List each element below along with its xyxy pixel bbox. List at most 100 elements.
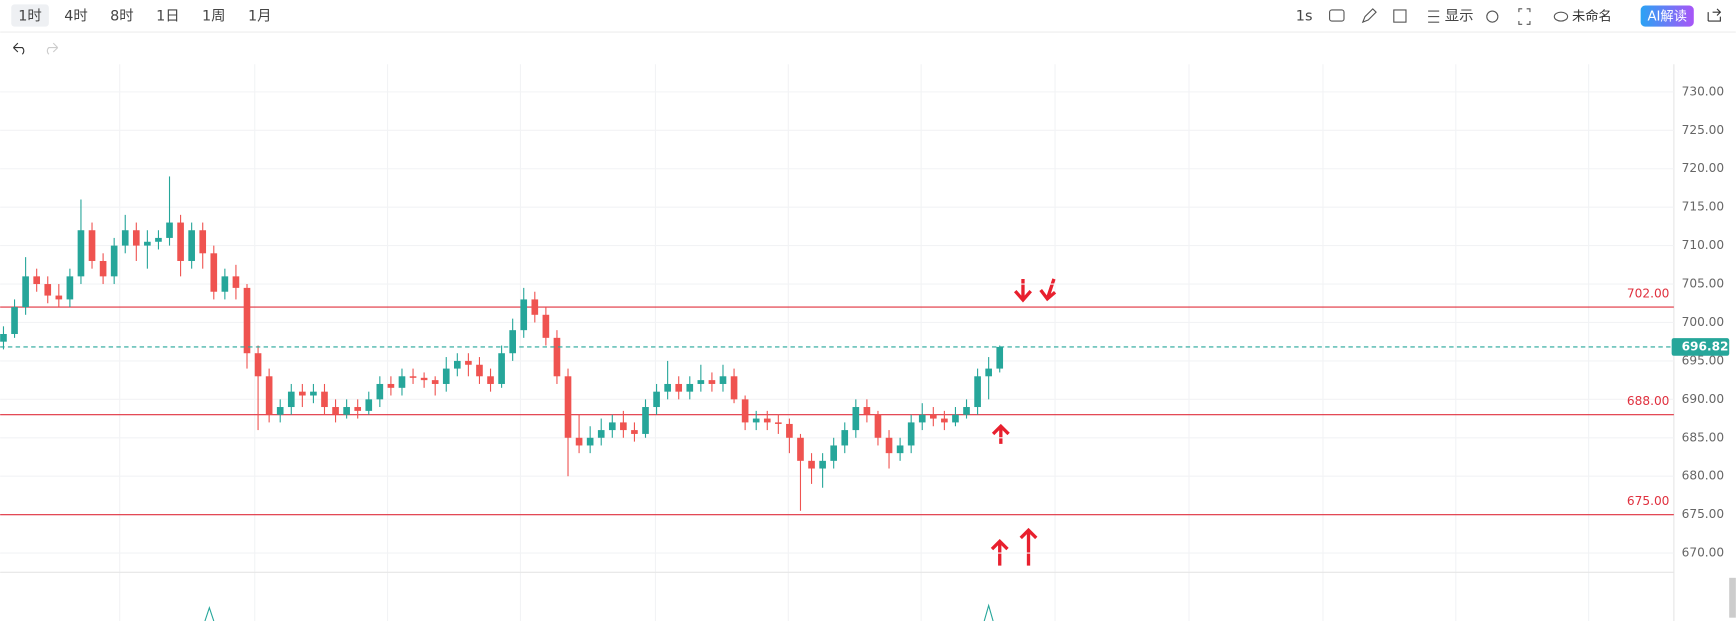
share-icon[interactable] (1707, 8, 1722, 22)
candle-body (44, 284, 52, 296)
candle-body (88, 230, 96, 261)
candle-body (121, 230, 129, 246)
candle-body (498, 353, 505, 384)
candle-body (310, 391, 317, 396)
candle-body (918, 414, 926, 423)
arrows (990, 278, 1057, 566)
last-price-box (1671, 338, 1730, 356)
volume-spike (204, 603, 994, 622)
candle-body (885, 437, 893, 454)
y-tick-label: 695.00 (1682, 353, 1725, 367)
candle-body (763, 418, 771, 423)
last-price-label: 696.82 (1682, 339, 1729, 353)
candle-body (542, 314, 550, 338)
candle-body (476, 364, 483, 377)
candle-body (110, 245, 118, 277)
candle-body (952, 414, 959, 423)
candle-body (177, 222, 184, 261)
candle-body (132, 230, 140, 246)
candle-body (243, 287, 251, 354)
interval[interactable]: 8时 (110, 8, 134, 25)
level-label: 702.00 (1627, 286, 1670, 300)
candle-body (0, 334, 7, 342)
candle-body (431, 380, 439, 384)
toolbar: 1s 显示 未命名 AI解读 (0, 4, 1736, 55)
candle-body (376, 383, 384, 400)
candle-body (232, 276, 240, 288)
candle-body (874, 414, 882, 438)
level-label: 688.00 (1627, 394, 1670, 408)
layout-name[interactable]: 未命名 (1572, 8, 1612, 25)
ai-button[interactable] (1640, 5, 1694, 27)
candle-body (896, 445, 904, 454)
candle-body (265, 376, 273, 415)
undo-icon[interactable] (13, 42, 25, 55)
interval[interactable]: 1月 (248, 9, 272, 25)
candle-body (575, 437, 583, 446)
candle-body (830, 445, 838, 461)
candle-body (465, 360, 472, 365)
candle-body (77, 230, 85, 277)
candle-body (520, 299, 528, 331)
candle-body (797, 437, 804, 461)
candle-body (365, 399, 373, 411)
y-tick-label: 675.00 (1682, 507, 1725, 521)
candle-body (99, 260, 107, 277)
candle-body (996, 346, 1004, 369)
candle-body (974, 376, 981, 408)
ai-label[interactable]: AI解读 (1647, 9, 1687, 25)
candle-body (509, 330, 516, 354)
interval[interactable]: 1时 (18, 8, 42, 25)
interval[interactable]: 1周 (202, 9, 226, 25)
candle-body (155, 237, 162, 242)
level-label: 675.00 (1627, 494, 1670, 508)
candle-body (819, 460, 826, 469)
candle-body (642, 407, 649, 434)
candle-body (409, 376, 417, 378)
candle-body (398, 376, 406, 388)
candle-body (487, 376, 494, 384)
speed[interactable]: 1s (1296, 9, 1313, 25)
candle-body (841, 430, 849, 446)
candle-body (752, 418, 760, 423)
list-icon[interactable] (1428, 10, 1440, 23)
candle-body (442, 368, 450, 384)
candle-body (653, 391, 660, 408)
candle-body (586, 437, 594, 446)
candle-body (321, 391, 328, 408)
candle-body (33, 276, 40, 285)
candle-body (941, 418, 948, 423)
candle-body (775, 422, 782, 424)
settings-icon[interactable] (1486, 10, 1499, 23)
pen-icon[interactable] (1361, 8, 1377, 24)
candle-body (608, 422, 616, 431)
candle-body (564, 376, 572, 438)
display[interactable]: 显示 (1445, 9, 1474, 25)
candle-body (808, 460, 815, 469)
interval[interactable]: 1日 (156, 9, 180, 25)
candle-body (420, 377, 428, 381)
candle-body (199, 230, 207, 254)
candle-body (387, 383, 395, 388)
candle-body (454, 360, 461, 369)
candle-body (210, 253, 218, 292)
camera-icon[interactable] (1329, 9, 1345, 22)
candle-body (686, 383, 694, 392)
redo-icon[interactable] (46, 42, 59, 55)
fullscreen-icon[interactable] (1518, 8, 1531, 25)
interval[interactable]: 4时 (64, 8, 88, 25)
candle-body (675, 383, 683, 392)
candle-body (631, 430, 638, 434)
y-tick-label: 690.00 (1682, 392, 1725, 406)
candle-body (188, 230, 195, 261)
candle-body (299, 391, 306, 396)
add-icon[interactable] (1393, 9, 1407, 23)
candle-body (166, 222, 173, 238)
scroll-handle[interactable] (1729, 577, 1736, 618)
y-tick-label: 725.00 (1682, 123, 1725, 137)
y-tick-label: 730.00 (1682, 84, 1725, 98)
candle-body (741, 399, 749, 423)
candle-body (254, 353, 262, 377)
candle-body (730, 376, 738, 400)
